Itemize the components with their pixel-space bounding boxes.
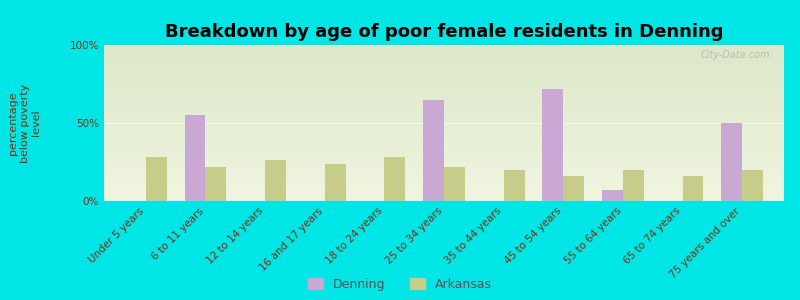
Bar [682, 176, 703, 201]
Bar [265, 160, 286, 201]
Bar [384, 157, 406, 201]
Bar [722, 123, 742, 201]
Title: Breakdown by age of poor female residents in Denning: Breakdown by age of poor female resident… [165, 23, 723, 41]
Bar [206, 167, 226, 201]
Bar [623, 170, 644, 201]
Bar [185, 115, 206, 201]
Text: percentage
below poverty
level: percentage below poverty level [8, 83, 42, 163]
Bar [742, 170, 763, 201]
Bar [325, 164, 346, 201]
Legend: Denning, Arkansas: Denning, Arkansas [308, 278, 492, 291]
Bar [602, 190, 623, 201]
Bar [563, 176, 584, 201]
Bar [444, 167, 465, 201]
Text: City-Data.com: City-Data.com [701, 50, 770, 60]
Bar [146, 157, 166, 201]
Bar [542, 89, 563, 201]
Bar [423, 100, 444, 201]
Bar [504, 170, 525, 201]
